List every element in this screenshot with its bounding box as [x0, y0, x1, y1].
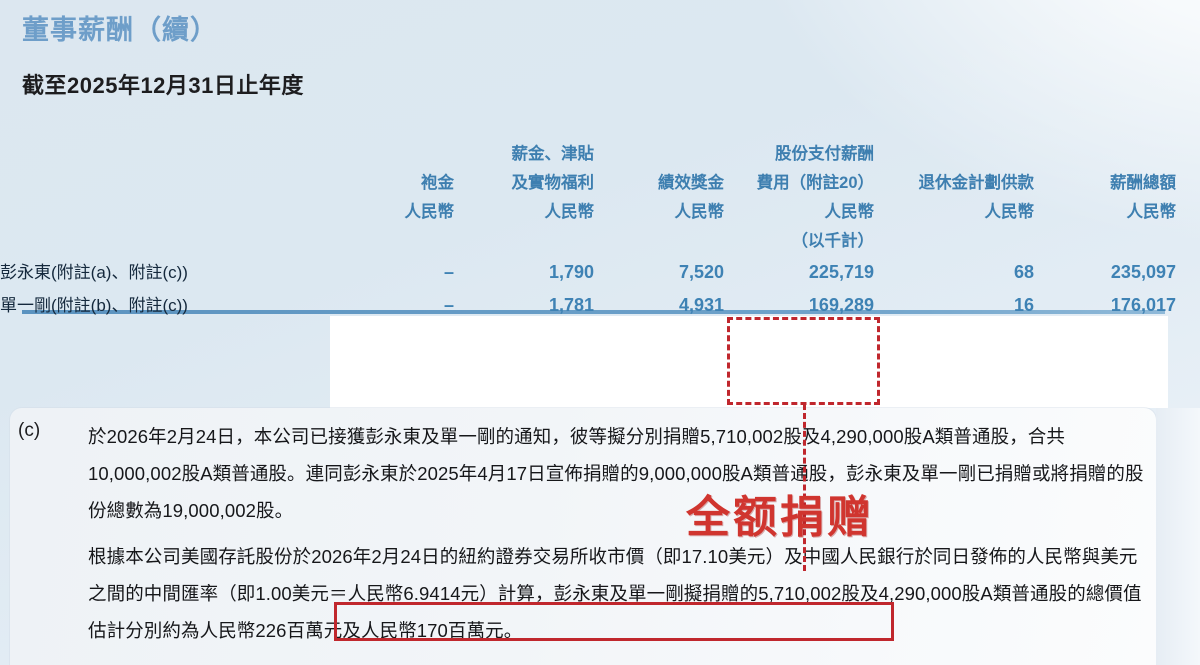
table-header-row: 袍金 人民幣 . 薪金、津貼 及實物福利 人民幣 . . 績效獎金 人民幣	[0, 140, 1177, 256]
table-header-rule	[22, 310, 1165, 314]
cell-bonus: 7,520	[678, 262, 724, 282]
note-paragraph-2: 根據本公司美國存託股份於2026年2月24日的紐約證券交易所收市價（即17.10…	[88, 546, 1142, 641]
cell-salary: 1,781	[548, 295, 594, 315]
header-line-2: 及實物福利	[511, 174, 595, 192]
header-line-2: 袍金	[421, 174, 454, 192]
compensation-table: 袍金 人民幣 . 薪金、津貼 及實物福利 人民幣 . . 績效獎金 人民幣	[0, 140, 1200, 322]
note-paragraph-1: 於2026年2月24日，本公司已接獲彭永東及單一剛的通知，彼等擬分別捐贈5,71…	[88, 426, 1144, 521]
header-line-3: 人民幣	[824, 203, 875, 221]
header-line-3: 人民幣	[984, 203, 1035, 221]
table-row: 彭永東(附註(a)、附註(c)) – 1,790 7,520 225,719 6…	[0, 256, 1176, 289]
cell-share-based: 169,289	[808, 295, 874, 315]
header-line-4-in-thousands: （以千計）	[791, 232, 875, 250]
note-label-c: (c)	[18, 420, 41, 441]
header-line-1: 股份支付薪酬	[775, 145, 874, 163]
header-line-2: 績效獎金	[658, 174, 724, 192]
header-line-3: 人民幣	[544, 203, 595, 221]
cell-bonus: 4,931	[678, 295, 724, 315]
cell-fees: –	[443, 295, 454, 315]
cell-share-based: 225,719	[808, 262, 874, 282]
annotation-stamp-text: 全额捐赠	[686, 493, 874, 542]
cell-total: 235,097	[1110, 262, 1176, 282]
table-header-row-label	[0, 140, 330, 256]
cell-pension: 68	[1013, 262, 1034, 282]
cell-salary: 1,790	[548, 262, 594, 282]
table-header-pension-scheme-contributions: . 退休金計劃供款 人民幣 .	[874, 140, 1035, 256]
table-header-share-based-compensation: 股份支付薪酬 費用（附註20） 人民幣 （以千計）	[724, 140, 874, 256]
page-title: 董事薪酬（續）	[22, 15, 218, 45]
cell-total: 176,017	[1110, 295, 1176, 315]
note-panel-right-edge	[1156, 408, 1200, 665]
header-line-3: 人民幣	[674, 203, 725, 221]
table-row: 單一剛(附註(b)、附註(c)) – 1,781 4,931 169,289 1…	[0, 289, 1176, 322]
header-line-2: 退休金計劃供款	[918, 174, 1035, 192]
table-header-performance-bonus: . 績效獎金 人民幣 .	[594, 140, 724, 256]
header-line-2: 薪酬總額	[1110, 174, 1176, 192]
cell-pension: 16	[1013, 295, 1034, 315]
header-line-1: 薪金、津貼	[511, 145, 595, 163]
header-line-2: 費用（附註20）	[756, 174, 874, 192]
table-header-salary-allowances-benefits: 薪金、津貼 及實物福利 人民幣 .	[454, 140, 595, 256]
director-name: 單一剛(附註(b)、附註(c))	[0, 296, 188, 315]
table-values-background	[330, 316, 1168, 408]
header-line-3: 人民幣	[1126, 203, 1177, 221]
page-subtitle: 截至2025年12月31日止年度	[22, 73, 304, 98]
table-header-fees: 袍金 人民幣 .	[330, 140, 455, 256]
header-line-3: 人民幣	[404, 203, 455, 221]
director-name: 彭永東(附註(a)、附註(c))	[0, 263, 188, 282]
cell-fees: –	[443, 262, 454, 282]
note-panel	[10, 408, 1156, 665]
table-header-total-compensation: . 薪酬總額 人民幣 .	[1034, 140, 1176, 256]
